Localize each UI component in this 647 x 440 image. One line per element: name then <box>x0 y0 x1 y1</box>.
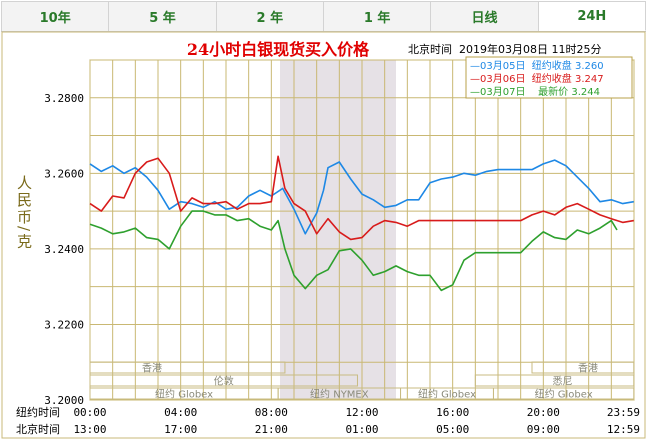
market-session-label: 香港 <box>578 363 598 375</box>
period-tabs: 10年 5 年 2 年 1 年 日线 24H <box>1 1 646 32</box>
y-axis-label: 人民币/克 <box>15 175 33 250</box>
x-tick-label-bj: 13:00 <box>73 423 106 436</box>
timestamp: 北京时间 2019年03月08日 11时25分 <box>408 42 601 56</box>
y-tick-label: 3.2400 <box>44 243 84 256</box>
x-tick-label-ny: 16:00 <box>436 406 469 419</box>
market-session-bar <box>89 374 358 387</box>
y-axis: 3.2800 3.2600 3.2400 3.2200 3.2000 <box>44 92 84 407</box>
tab-1y[interactable]: 1 年 <box>323 1 432 31</box>
x-tick-label-bj: 17:00 <box>164 423 197 436</box>
y-tick-label: 3.2200 <box>44 318 84 331</box>
legend-item: —03月05日 纽约收盘 3.260 <box>470 59 604 72</box>
x-tick-label-bj: 09:00 <box>527 423 560 436</box>
x-tick-label-bj: 12:59 <box>607 423 640 436</box>
market-session-label: 悉尼 <box>552 376 572 388</box>
x-tick-label-bj: 01:00 <box>345 423 378 436</box>
legend-box <box>465 56 633 99</box>
market-session-bar <box>89 361 286 374</box>
series-lines <box>89 155 634 292</box>
x-tick-label-ny: 08:00 <box>255 406 288 419</box>
y-tick-label: 3.2800 <box>44 92 84 105</box>
tab-10y[interactable]: 10年 <box>1 1 110 31</box>
chart-title: 24小时白银现货买入价格 <box>187 40 370 59</box>
x-tick-label-ny: 04:00 <box>164 406 197 419</box>
series-line <box>89 155 634 241</box>
legend: —03月05日 纽约收盘 3.260 —03月06日 纽约收盘 3.247 —0… <box>465 56 633 99</box>
market-session-label: 香港 <box>142 363 162 375</box>
market-session-bar <box>474 374 635 387</box>
market-session-label: 纽约 NYMEX <box>310 388 369 401</box>
legend-item: —03月07日 最新价 3.244 <box>470 85 600 98</box>
x-row-label-bj: 北京时间 <box>16 422 60 436</box>
legend-item: —03月06日 纽约收盘 3.247 <box>470 72 604 85</box>
x-tick-label-bj: 21:00 <box>255 423 288 436</box>
tab-2y[interactable]: 2 年 <box>216 1 324 31</box>
market-session-label: 纽约 Globex <box>418 388 476 401</box>
market-session-label: 纽约 Globex <box>155 388 213 401</box>
y-tick-label: 3.2000 <box>44 394 84 407</box>
market-session-bar <box>492 387 635 400</box>
series-line <box>89 210 618 292</box>
x-tick-label-bj: 05:00 <box>436 423 469 436</box>
tab-5y[interactable]: 5 年 <box>109 1 217 31</box>
chart-frame <box>1 31 646 439</box>
series-line <box>89 159 634 235</box>
x-tick-label-ny: 12:00 <box>345 406 378 419</box>
y-tick-label: 3.2600 <box>44 167 84 180</box>
x-tick-label-ny: 20:00 <box>527 406 560 419</box>
x-tick-label-ny: 00:00 <box>73 406 106 419</box>
market-session-label: 伦敦 <box>214 375 234 388</box>
grid-lines <box>89 59 635 401</box>
market-session-bar <box>531 361 635 374</box>
x-row-label-ny: 纽约时间 <box>16 405 60 419</box>
x-tick-label-ny: 23:59 <box>607 406 640 419</box>
market-session-label: 纽约 Globex <box>535 388 593 401</box>
tab-24h[interactable]: 24H <box>538 1 646 31</box>
tab-daily[interactable]: 日线 <box>431 1 539 31</box>
